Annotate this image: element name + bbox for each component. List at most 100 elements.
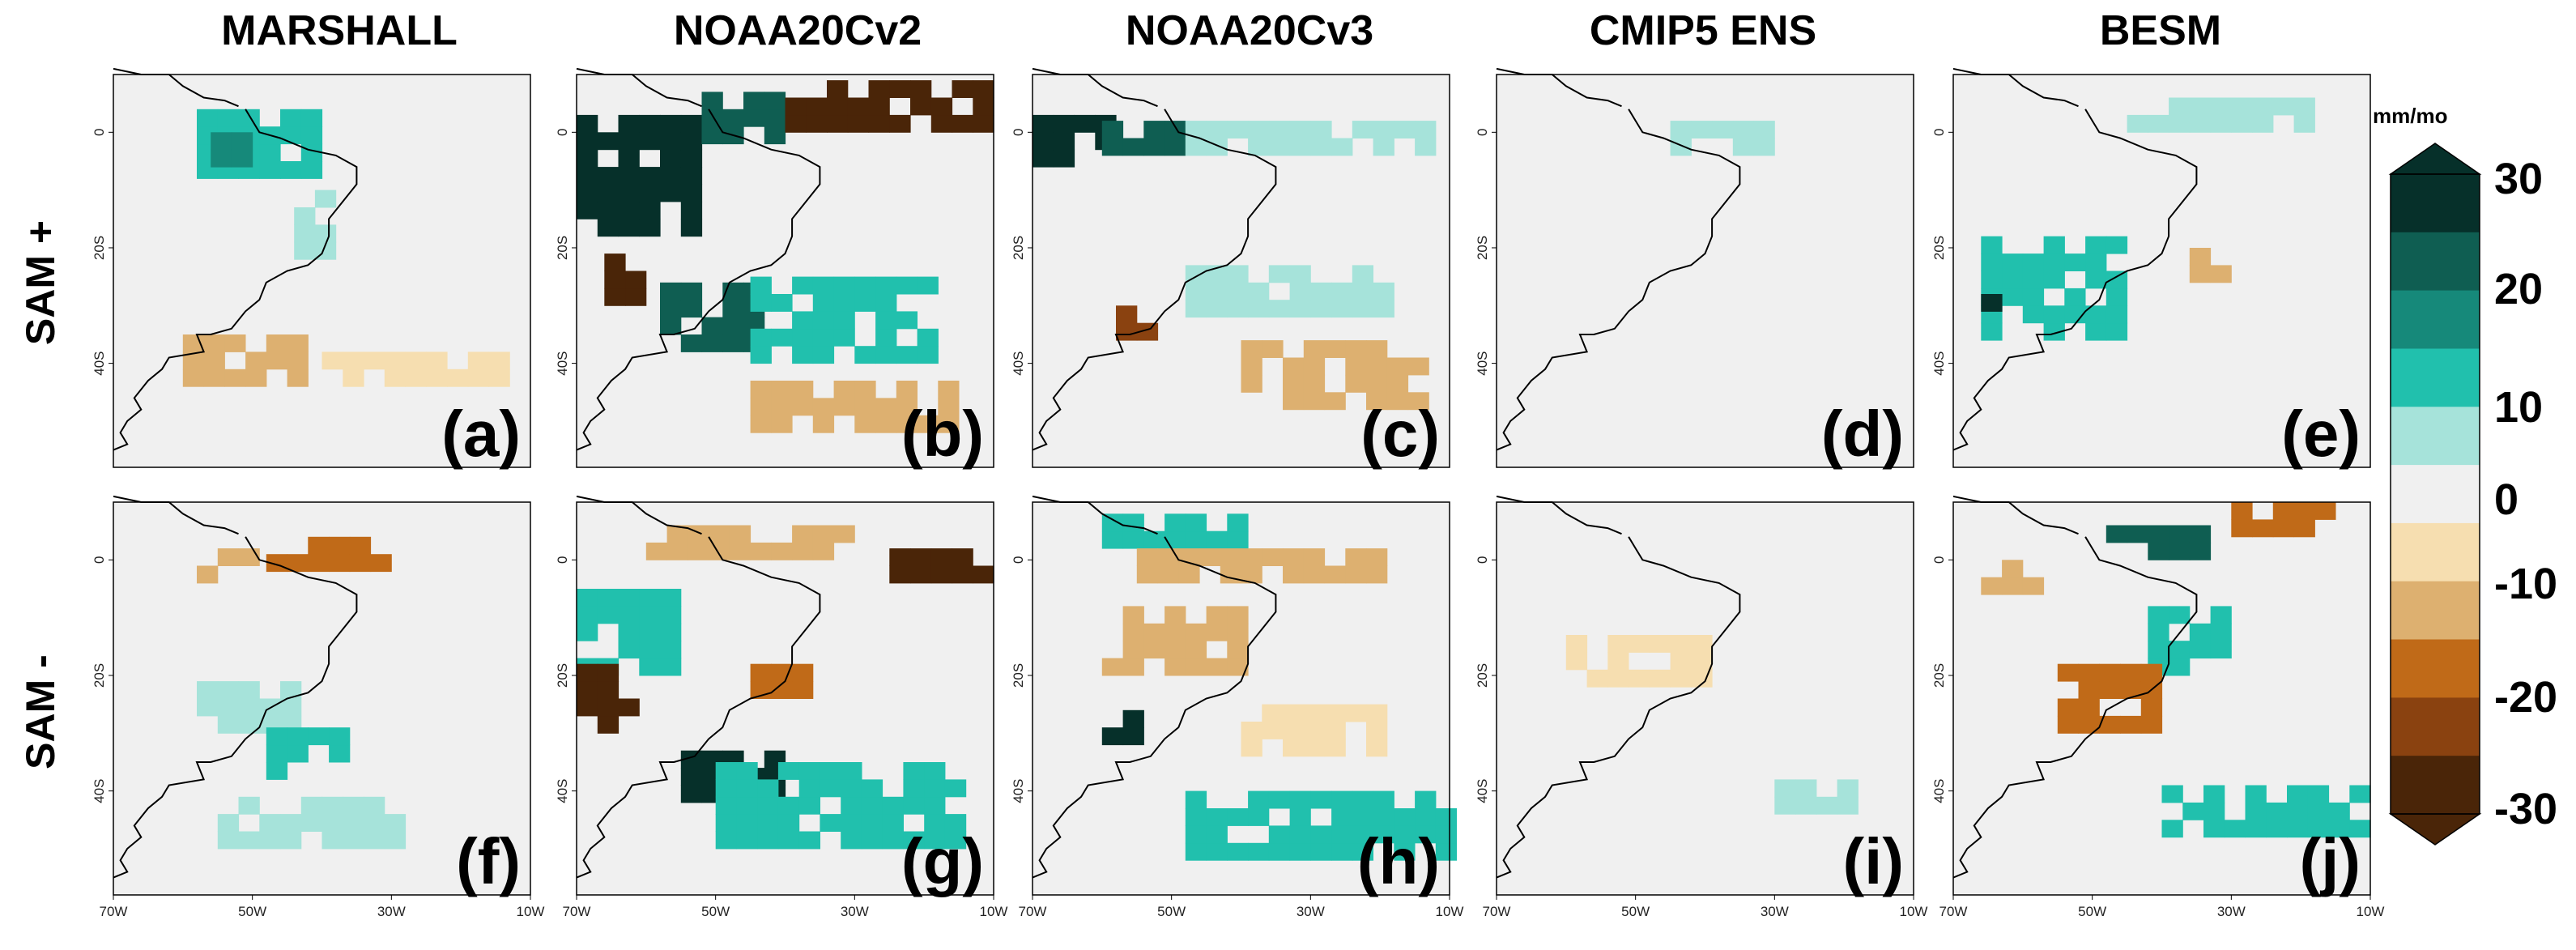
anomaly-cell: [597, 184, 620, 202]
anomaly-cell: [1185, 641, 1207, 659]
anomaly-cell: [2287, 820, 2309, 838]
anomaly-cell: [820, 814, 841, 832]
x-tick-label: 30W: [841, 904, 869, 919]
anomaly-cell: [1324, 722, 1346, 739]
anomaly-cell: [930, 565, 953, 584]
anomaly-cell: [2231, 502, 2253, 520]
anomaly-cell: [1185, 300, 1207, 318]
anomaly-cell: [1157, 565, 1179, 584]
anomaly-cell: [1289, 790, 1311, 809]
anomaly-cell: [1289, 825, 1311, 844]
anomaly-cell: [2002, 288, 2024, 306]
anomaly-cell: [1136, 548, 1159, 566]
anomaly-cell: [1220, 548, 1242, 566]
anomaly-cell: [743, 109, 765, 127]
anomaly-cell: [1607, 652, 1629, 671]
anomaly-cell: [1248, 121, 1270, 138]
anomaly-cell: [2085, 322, 2107, 341]
anomaly-cell: [917, 346, 939, 364]
anomaly-cell: [300, 126, 323, 145]
anomaly-cell: [1283, 548, 1305, 566]
anomaly-cell: [618, 149, 640, 168]
y-tick-label: 40S: [555, 351, 570, 375]
anomaly-cell: [812, 346, 835, 364]
anomaly-cell: [639, 589, 661, 607]
anomaly-cell: [2002, 577, 2024, 595]
anomaly-cell: [597, 698, 620, 717]
anomaly-cell: [2078, 715, 2100, 734]
anomaly-cell: [2245, 802, 2267, 820]
anomaly-cell: [660, 623, 682, 641]
anomaly-cell: [1227, 265, 1249, 283]
anomaly-cell: [2293, 502, 2315, 520]
anomaly-cell: [792, 328, 814, 347]
anomaly-cell: [896, 276, 918, 295]
anomaly-cell: [680, 219, 703, 237]
anomaly-cell: [280, 161, 302, 179]
colorbar-tick-label: -20: [2494, 673, 2558, 722]
anomaly-cell: [1774, 779, 1796, 798]
anomaly-cell: [861, 831, 884, 850]
anomaly-cell: [666, 525, 688, 543]
column-title-besm: BESM: [2099, 7, 2222, 54]
anomaly-cell: [2120, 681, 2142, 699]
anomaly-cell: [833, 311, 855, 330]
anomaly-cell: [2085, 236, 2107, 254]
anomaly-cell: [2328, 820, 2350, 838]
anomaly-cell: [1227, 658, 1249, 676]
map-frame: [576, 74, 994, 468]
anomaly-cell: [2349, 785, 2371, 803]
coastline: [576, 109, 821, 451]
anomaly-cell: [1565, 652, 1588, 671]
anomaly-cell: [1122, 641, 1144, 659]
map-frame: [1032, 74, 1450, 468]
anomaly-cell: [952, 548, 973, 566]
anomaly-cell: [182, 368, 205, 387]
anomaly-cell: [294, 241, 316, 260]
anomaly-cell: [639, 167, 661, 185]
anomaly-cell: [321, 351, 343, 370]
anomaly-cell: [701, 334, 723, 352]
anomaly-cell: [709, 525, 730, 543]
anomaly-cell: [405, 368, 427, 387]
anomaly-cell: [1352, 282, 1373, 300]
anomaly-cell: [1289, 300, 1311, 318]
x-tick-label: 30W: [377, 904, 406, 919]
anomaly-cell: [1366, 357, 1388, 376]
anomaly-cell: [750, 294, 772, 312]
anomaly-cell: [2189, 114, 2212, 133]
anomaly-cell: [203, 368, 225, 387]
anomaly-cell: [1206, 121, 1228, 138]
anomaly-cell: [1303, 357, 1326, 376]
anomaly-cell: [680, 750, 703, 769]
colorbar-segment: [2391, 174, 2480, 233]
colorbar-tick-label: 20: [2494, 265, 2544, 313]
anomaly-cell: [604, 253, 626, 271]
anomaly-cell: [1283, 392, 1305, 411]
anomaly-cell: [917, 415, 939, 433]
anomaly-cell: [917, 328, 939, 347]
map-panel-d: 0 20S 40S (d): [1475, 67, 1914, 470]
anomaly-cell: [812, 294, 835, 312]
colorbar-segment: [2391, 522, 2480, 582]
anomaly-cell: [2022, 577, 2045, 595]
anomaly-cell: [938, 381, 960, 398]
y-tick-label: 20S: [92, 663, 107, 688]
y-tick-label: 0: [1475, 556, 1490, 564]
anomaly-cell: [224, 334, 246, 352]
y-tick-label: 40S: [1931, 778, 1947, 803]
coastline: [1952, 109, 2198, 451]
anomaly-cell: [300, 814, 323, 832]
anomaly-cell: [812, 525, 835, 543]
anomaly-cell: [1122, 530, 1144, 549]
anomaly-cell: [1033, 132, 1054, 151]
anomaly-cell: [868, 97, 890, 116]
anomaly-cell: [973, 80, 994, 98]
anomaly-cell: [1394, 842, 1416, 861]
anomaly-cell: [1352, 265, 1373, 283]
anomaly-cell: [1394, 825, 1416, 844]
map-frame: [1496, 74, 1914, 468]
anomaly-cell: [314, 224, 337, 243]
anomaly-cell: [1283, 704, 1305, 722]
